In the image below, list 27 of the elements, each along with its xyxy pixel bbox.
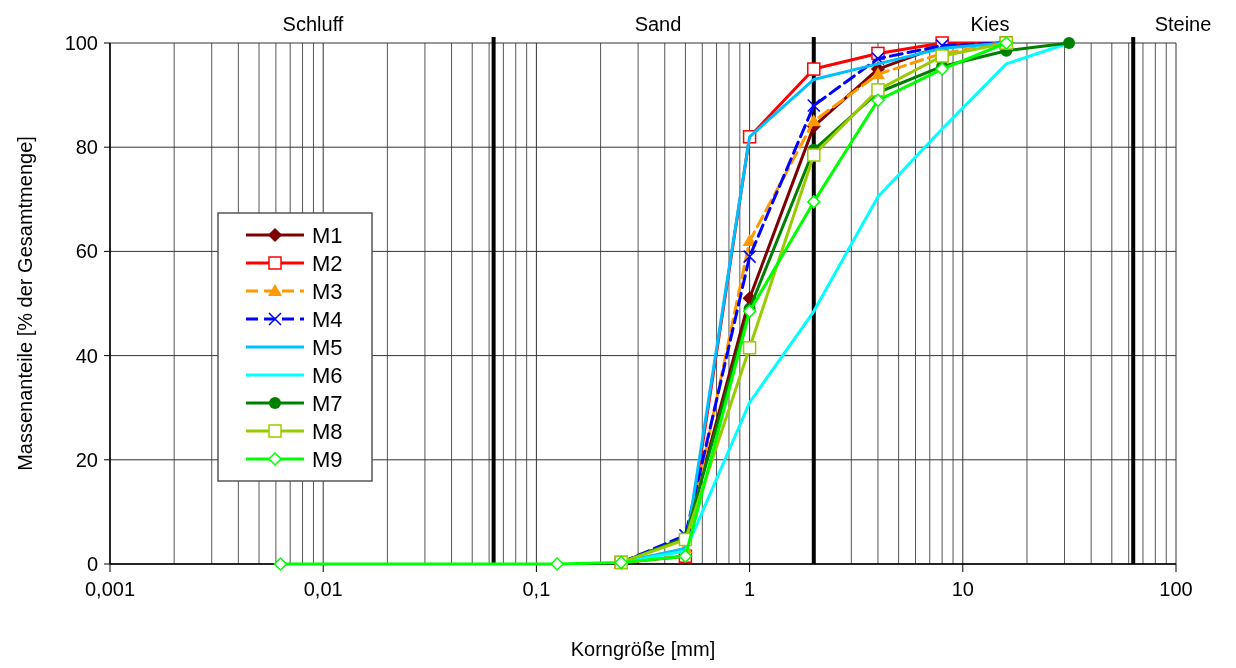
legend-label: M7 (312, 391, 343, 416)
legend-label: M2 (312, 251, 343, 276)
legend-label: M9 (312, 447, 343, 472)
y-tick-label: 80 (75, 136, 98, 159)
y-axis-title: Massenanteile [% der Gesamtmenge] (14, 136, 36, 471)
x-tick-label: 0,1 (522, 578, 551, 600)
legend-label: M5 (312, 335, 343, 360)
y-tick-label: 40 (75, 344, 98, 367)
y-tick-label: 100 (64, 32, 98, 54)
x-tick-label: 1 (744, 578, 756, 600)
text: Schluff (282, 13, 344, 35)
text: Sand (634, 13, 682, 35)
x-tick-label: 100 (1159, 578, 1193, 600)
text: Kies (970, 13, 1010, 35)
legend-label: M8 (312, 419, 343, 444)
x-tick-label: 0,001 (84, 578, 136, 600)
text: Steine (1154, 13, 1212, 35)
x-axis-title: Korngröße [mm] (570, 638, 716, 660)
legend-label: M3 (312, 279, 343, 304)
legend-label: M6 (312, 363, 343, 388)
legend-label: M4 (312, 307, 343, 332)
x-tick-label: 0,01 (303, 578, 343, 600)
x-tick-label: 10 (951, 578, 974, 600)
legend-label: M1 (312, 223, 343, 248)
y-tick-label: 60 (75, 240, 98, 263)
y-tick-label: 20 (75, 448, 98, 471)
y-tick-label: 0 (86, 553, 98, 575)
